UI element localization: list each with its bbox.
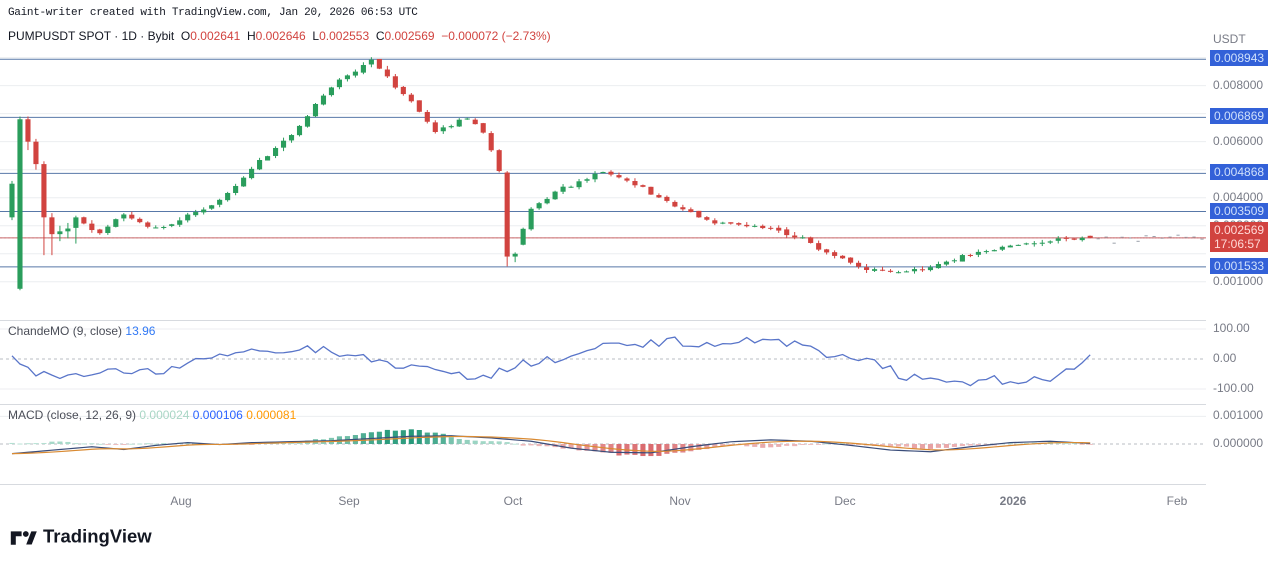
svg-text:TradingView: TradingView [43, 526, 152, 547]
